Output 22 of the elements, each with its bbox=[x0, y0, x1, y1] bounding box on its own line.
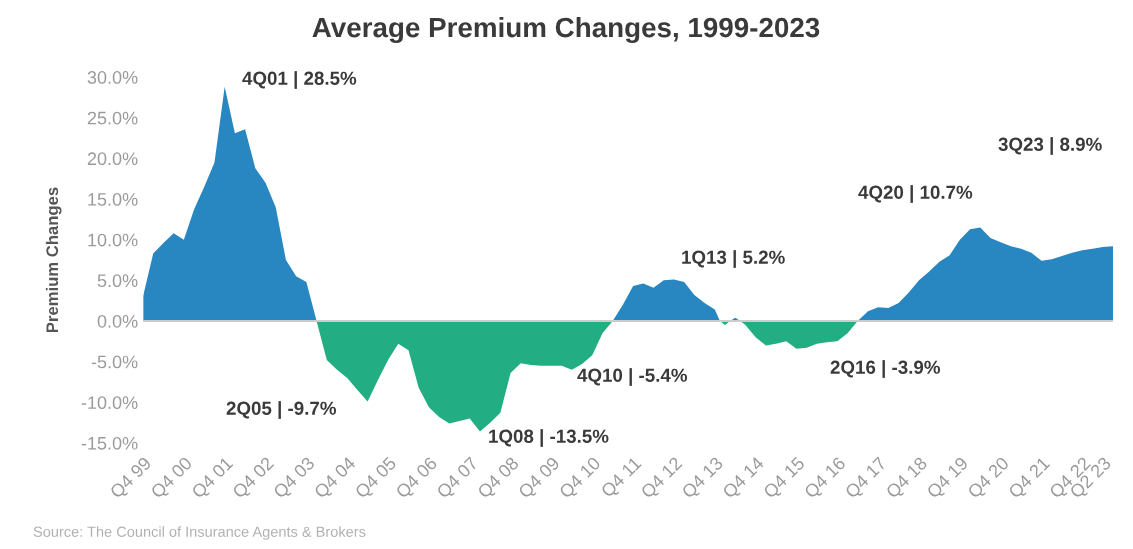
annotation: 4Q10 | -5.4% bbox=[577, 368, 688, 386]
y-tick-label: 25.0% bbox=[87, 111, 138, 125]
y-tick-label: 10.0% bbox=[88, 233, 138, 247]
annotation: 3Q23 | 8.9% bbox=[998, 137, 1102, 155]
y-tick-label: -10.0% bbox=[81, 396, 138, 410]
y-tick-label: 5.0% bbox=[97, 274, 138, 288]
annotation: 4Q20 | 10.7% bbox=[858, 185, 973, 203]
y-tick-label: 20.0% bbox=[87, 152, 138, 166]
annotation: 4Q01 | 28.5% bbox=[242, 71, 357, 89]
annotation: 2Q05 | -9.7% bbox=[226, 401, 337, 419]
source-note: Source: The Council of Insurance Agents & Brokers bbox=[33, 526, 366, 540]
y-tick-label: 30.0% bbox=[87, 71, 138, 84]
y-tick-label: -15.0% bbox=[81, 436, 138, 450]
y-tick-label: -5.0% bbox=[91, 355, 138, 369]
y-axis-title: Premium Changes bbox=[45, 187, 62, 333]
chart-title: Average Premium Changes, 1999-2023 bbox=[312, 16, 820, 44]
annotation: 1Q08 | -13.5% bbox=[489, 429, 609, 447]
y-tick-label: 0.0% bbox=[97, 314, 138, 328]
x-tick-label: Q4 10 bbox=[558, 456, 604, 502]
annotation: 1Q13 | 5.2% bbox=[682, 250, 785, 268]
annotation: 2Q16 | -3.9% bbox=[830, 360, 941, 378]
y-tick-label: 15.0% bbox=[88, 192, 138, 206]
